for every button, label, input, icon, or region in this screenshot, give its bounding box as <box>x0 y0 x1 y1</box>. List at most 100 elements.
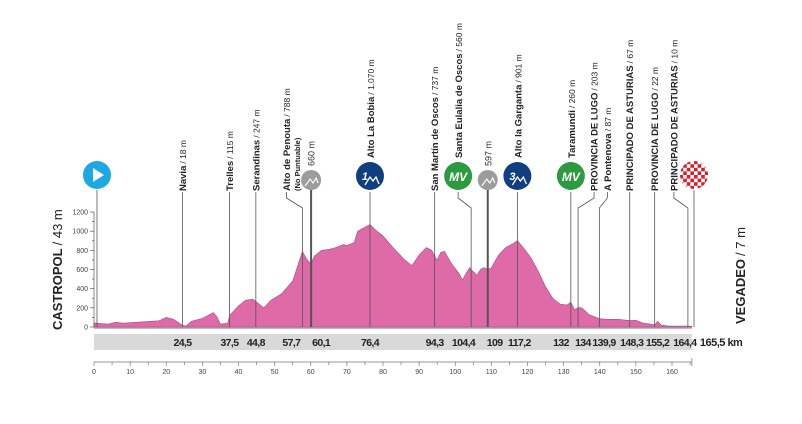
point-marker-line <box>598 192 608 327</box>
x-tick-label: 90 <box>415 369 423 376</box>
point-name: Serandinas <box>251 140 262 191</box>
point-name: Alto de Penouta <box>282 118 293 191</box>
finish-town-label: VEGADEO / 7 m <box>733 227 748 324</box>
sprint-icon <box>444 162 473 190</box>
x-tick-label: 80 <box>379 369 387 376</box>
km-label: 60,1 <box>312 337 331 349</box>
point-elevation: / 67 m <box>625 40 635 64</box>
checker-square <box>697 164 702 168</box>
x-tick-label: 110 <box>486 369 497 376</box>
checker-square <box>686 182 691 186</box>
y-tick-label: 1000 <box>72 229 88 236</box>
checker-square <box>686 175 691 179</box>
km-label: 76,4 <box>361 337 380 349</box>
mountain-icon <box>364 175 380 186</box>
km-label: 132 <box>553 337 569 349</box>
point-name: PRINCIPADO DE ASTURIAS <box>669 65 680 191</box>
y-tick-label: 400 <box>76 286 88 293</box>
total-distance-label: 165,5 km <box>700 337 743 349</box>
point-name: A Pontenova <box>603 133 614 191</box>
point-label: Santa Eulalia de Oscos / 560 m <box>454 23 465 158</box>
x-tick-label: 160 <box>666 369 678 376</box>
sprint-label: MV <box>449 170 468 184</box>
x-tick-label: 20 <box>162 369 170 376</box>
point-elevation: / 788 m <box>282 88 292 116</box>
checker-square <box>704 164 708 168</box>
checker-square <box>683 178 687 183</box>
checker-square <box>680 167 684 172</box>
point-name: Santa Eulalia de Oscos <box>454 53 465 158</box>
point-name: San Martín de Oscos <box>430 97 441 191</box>
checker-square <box>701 182 705 186</box>
checker-square <box>690 164 694 168</box>
checker-square <box>694 175 698 179</box>
point-label: A Pontenova/ 87 m <box>603 108 614 191</box>
x-tick-label: 140 <box>594 369 606 376</box>
point-name: PROVINCIA DE LUGO <box>650 93 661 191</box>
km-label: 44,8 <box>247 337 266 349</box>
x-tick-label: 130 <box>558 369 570 376</box>
point-name: Navia <box>178 165 189 191</box>
x-tick-label: 150 <box>630 369 642 376</box>
finish-town-name: VEGADEO <box>733 259 748 324</box>
sprint-label: MV <box>562 170 581 184</box>
start-town-name: CASTROPOL <box>50 248 65 330</box>
checker-square <box>683 185 687 189</box>
km-label: 155,2 <box>646 337 670 349</box>
x-tick-label: 60 <box>307 369 315 376</box>
point-label: Alto la Garganta / 901 m <box>513 54 524 158</box>
checker-square <box>697 178 702 183</box>
x-tick-label: 50 <box>271 369 279 376</box>
km-label: 57,7 <box>282 337 301 349</box>
km-label: 104,4 <box>452 337 476 349</box>
x-tick-label: 10 <box>126 369 134 376</box>
x-tick-label: 30 <box>198 369 206 376</box>
finish-town-elevation: / 7 m <box>733 227 748 256</box>
mountain-icon <box>481 176 496 187</box>
elevation-profile-area <box>93 224 693 328</box>
y-tick-label: 200 <box>76 305 88 312</box>
checker-square <box>683 171 687 175</box>
checker-square <box>697 185 702 189</box>
km-label: 94,3 <box>426 337 445 349</box>
x-tick-label: 70 <box>343 369 351 376</box>
checker-square <box>686 167 691 172</box>
point-elevation: / 87 m <box>603 108 613 132</box>
point-name: Alto la Garganta <box>513 84 524 158</box>
checkered-flag-icon <box>680 161 708 189</box>
start-town-label: CASTROPOL / 43 m <box>50 209 65 330</box>
checker-square <box>701 161 705 165</box>
point-elevation: / 260 m <box>567 80 577 108</box>
point-note: (No Puntuable) <box>293 137 302 191</box>
point-label: PRINCIPADO DE ASTURIAS/ 67 m <box>625 40 636 191</box>
point-label: PROVINCIA DE LUGO / 203 m <box>590 62 601 191</box>
point-name: Alto La Bobia <box>366 96 377 158</box>
checker-square <box>701 175 705 179</box>
point-name: PROVINCIA DE LUGO <box>590 93 601 191</box>
km-bar <box>94 334 692 350</box>
point-name: PRINCIPADO DE ASTURIAS <box>625 65 636 191</box>
km-label: 139,9 <box>592 337 616 349</box>
point-elevation: / 115 m <box>225 131 235 159</box>
x-tick-label: 100 <box>449 369 461 376</box>
checker-square <box>690 178 694 183</box>
sprint-icon <box>556 162 585 190</box>
point-marker-line <box>673 192 689 327</box>
unrated-climb-elevation: 660 m <box>307 141 317 166</box>
point-name: Trelles <box>225 161 236 191</box>
point-elevation: / 560 m <box>454 23 464 51</box>
climb-category-number: 3 <box>509 171 515 183</box>
y-tick-label: 1200 <box>72 210 88 217</box>
km-label: 24,5 <box>173 337 192 349</box>
km-label: 134 <box>575 337 591 349</box>
point-label: San Martín de Oscos / 737 m <box>430 67 441 191</box>
checker-square <box>680 175 684 179</box>
checker-square <box>704 178 708 183</box>
checker-square <box>694 161 698 165</box>
checker-square <box>694 182 698 186</box>
km-label: 164,4 <box>673 337 697 349</box>
point-label: Alto de Penouta / 788 m <box>282 88 293 191</box>
point-elevation: / 737 m <box>430 67 440 95</box>
y-tick-label: 600 <box>76 267 88 274</box>
